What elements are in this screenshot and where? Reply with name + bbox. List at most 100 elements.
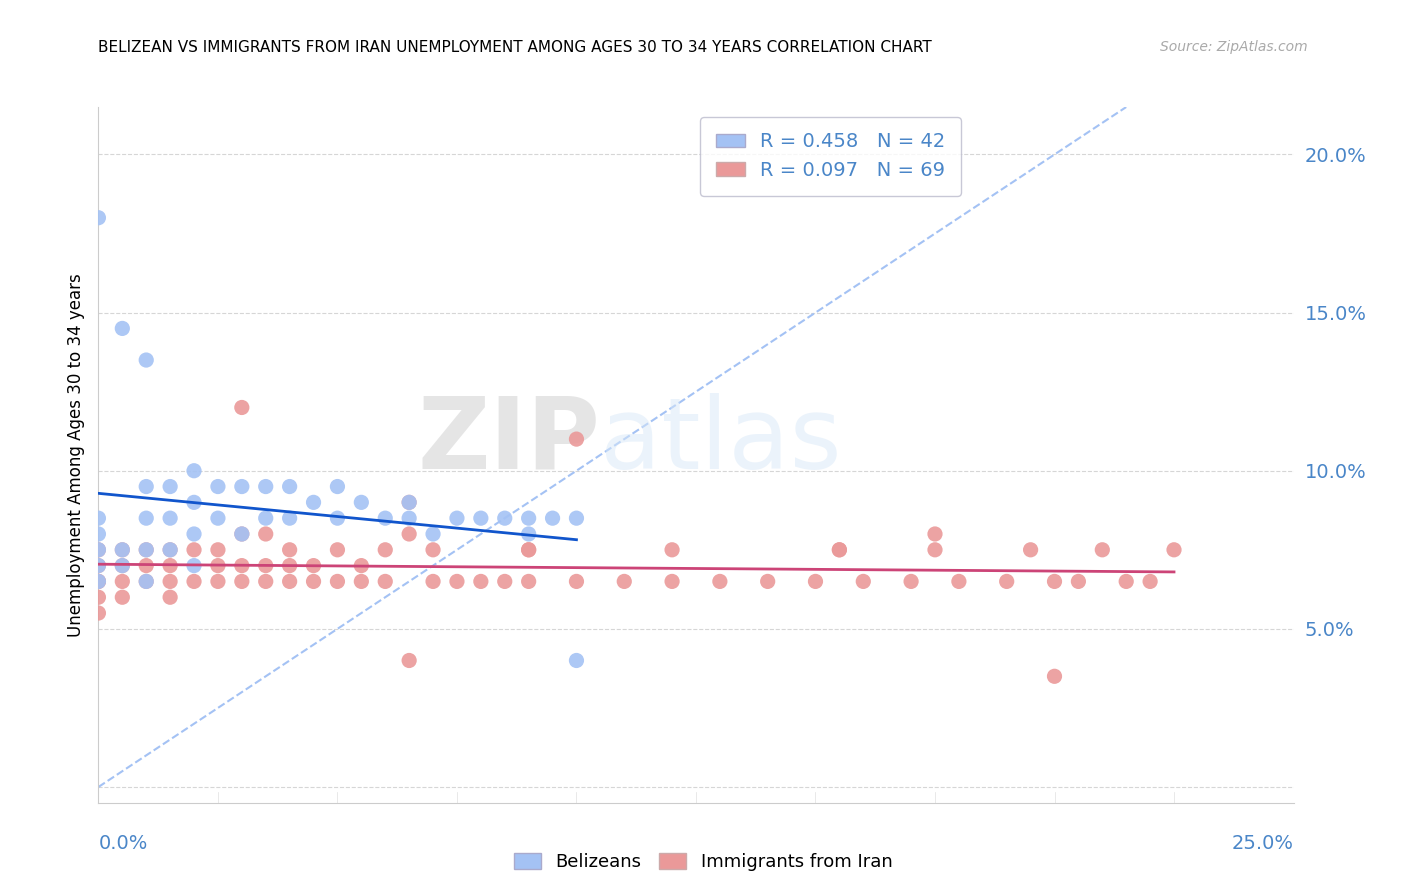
Point: [87, 542, 110, 557]
Point: [135, 558, 157, 573]
Point: [159, 591, 181, 605]
Point: [709, 574, 731, 589]
Point: [135, 542, 157, 557]
Point: [183, 574, 205, 589]
Point: [111, 558, 134, 573]
Point: [517, 527, 540, 541]
Point: [565, 511, 588, 525]
Point: [398, 653, 420, 667]
Point: [1091, 542, 1114, 557]
Point: [231, 574, 253, 589]
Point: [183, 542, 205, 557]
Point: [517, 542, 540, 557]
Point: [517, 511, 540, 525]
Point: [924, 542, 946, 557]
Point: [87, 211, 110, 225]
Point: [278, 511, 301, 525]
Point: [398, 495, 420, 509]
Point: [446, 574, 468, 589]
Point: [183, 527, 205, 541]
Point: [111, 321, 134, 335]
Point: [254, 479, 277, 493]
Point: [494, 574, 516, 589]
Point: [254, 511, 277, 525]
Point: [661, 542, 683, 557]
Point: [231, 558, 253, 573]
Point: [135, 574, 157, 589]
Point: [1043, 574, 1066, 589]
Point: [87, 574, 110, 589]
Point: [924, 527, 946, 541]
Point: [1139, 574, 1161, 589]
Text: 0.0%: 0.0%: [98, 834, 148, 853]
Point: [1019, 542, 1042, 557]
Point: [207, 479, 229, 493]
Point: [183, 464, 205, 478]
Point: [278, 558, 301, 573]
Point: [613, 574, 636, 589]
Point: [374, 511, 396, 525]
Text: Source: ZipAtlas.com: Source: ZipAtlas.com: [1160, 40, 1308, 54]
Point: [350, 495, 373, 509]
Point: [159, 511, 181, 525]
Point: [159, 558, 181, 573]
Point: [87, 558, 110, 573]
Point: [183, 558, 205, 573]
Point: [254, 558, 277, 573]
Point: [207, 558, 229, 573]
Legend: R = 0.458   N = 42, R = 0.097   N = 69: R = 0.458 N = 42, R = 0.097 N = 69: [700, 117, 962, 195]
Point: [87, 574, 110, 589]
Point: [87, 542, 110, 557]
Point: [87, 574, 110, 589]
Point: [422, 542, 444, 557]
Point: [278, 479, 301, 493]
Text: ZIP: ZIP: [418, 392, 600, 490]
Point: [302, 558, 325, 573]
Point: [159, 542, 181, 557]
Point: [111, 574, 134, 589]
Point: [1067, 574, 1090, 589]
Text: 25.0%: 25.0%: [1232, 834, 1294, 853]
Point: [852, 574, 875, 589]
Point: [87, 511, 110, 525]
Point: [87, 591, 110, 605]
Point: [135, 479, 157, 493]
Point: [278, 542, 301, 557]
Point: [231, 401, 253, 415]
Point: [422, 527, 444, 541]
Point: [446, 511, 468, 525]
Point: [398, 527, 420, 541]
Point: [111, 542, 134, 557]
Point: [302, 495, 325, 509]
Point: [995, 574, 1018, 589]
Point: [661, 574, 683, 589]
Point: [948, 574, 970, 589]
Point: [517, 574, 540, 589]
Point: [159, 479, 181, 493]
Point: [326, 574, 349, 589]
Point: [111, 542, 134, 557]
Point: [278, 574, 301, 589]
Point: [494, 511, 516, 525]
Point: [254, 574, 277, 589]
Point: [326, 542, 349, 557]
Legend: Belizeans, Immigrants from Iran: Belizeans, Immigrants from Iran: [506, 846, 900, 879]
Point: [398, 511, 420, 525]
Point: [374, 574, 396, 589]
Point: [231, 479, 253, 493]
Point: [374, 542, 396, 557]
Point: [135, 574, 157, 589]
Point: [565, 574, 588, 589]
Point: [207, 574, 229, 589]
Point: [87, 527, 110, 541]
Point: [900, 574, 922, 589]
Point: [326, 511, 349, 525]
Point: [135, 511, 157, 525]
Point: [565, 653, 588, 667]
Point: [565, 432, 588, 446]
Point: [1043, 669, 1066, 683]
Point: [135, 542, 157, 557]
Point: [207, 542, 229, 557]
Y-axis label: Unemployment Among Ages 30 to 34 years: Unemployment Among Ages 30 to 34 years: [66, 273, 84, 637]
Text: atlas: atlas: [600, 392, 842, 490]
